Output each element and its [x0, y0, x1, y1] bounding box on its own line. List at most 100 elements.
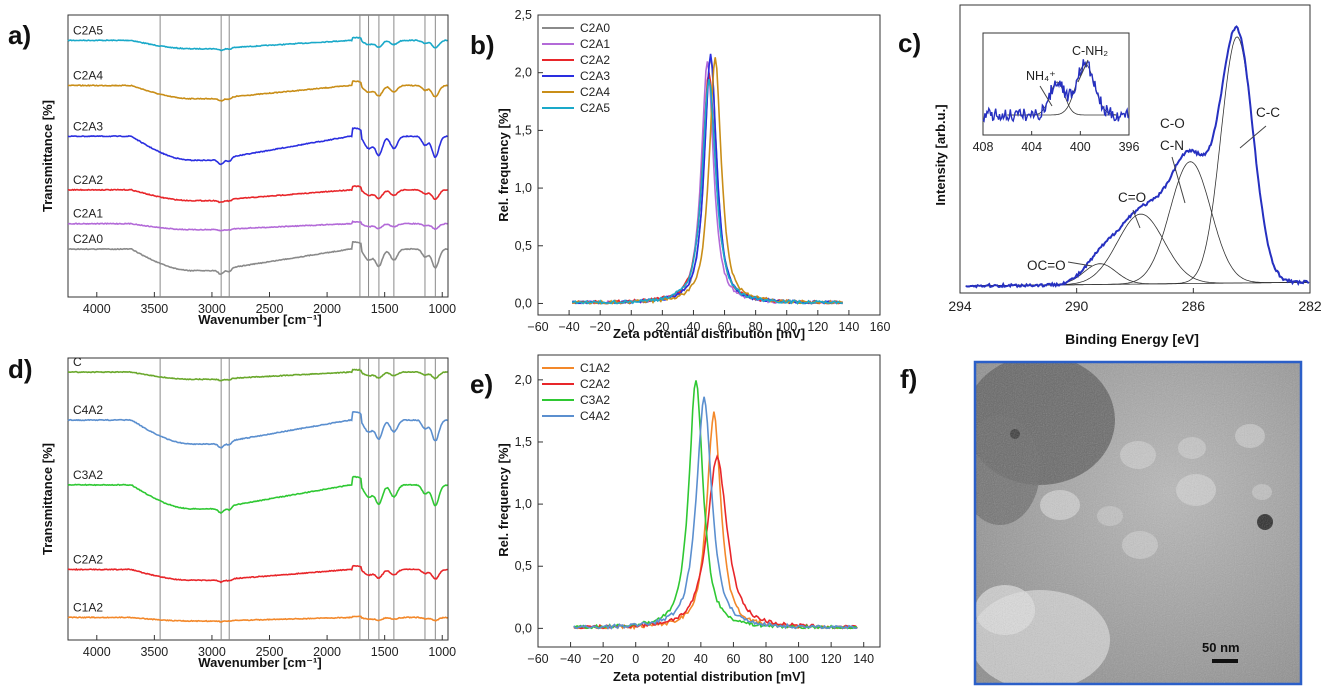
panel-d-x-axis-title: Wavenumber [cm⁻¹] — [198, 655, 321, 670]
panel-c-x-axis-title: Binding Energy [eV] — [1065, 331, 1199, 347]
legend-label-c1a2: C1A2 — [580, 361, 610, 375]
x-tick-label: 0 — [632, 652, 639, 666]
panel-e-legend: C1A2 C2A2 C3A2 C4A2 — [542, 361, 610, 423]
panel-b-y-axis-title: Rel. frequency [%] — [496, 108, 511, 221]
panel-d-series — [67, 368, 448, 623]
scale-bar-label: 50 nm — [1202, 640, 1240, 655]
fit-component — [965, 161, 1309, 287]
panel-b: −60 −40 −20 0 20 40 60 80 100 120 140 160 0,0 0,5 1,0… — [496, 8, 890, 341]
fit-component — [965, 213, 1309, 287]
series-line-c3a2 — [67, 475, 448, 515]
x-tick-label: 2000 — [313, 302, 341, 316]
x-tick-label: 1000 — [428, 645, 456, 659]
panel-c-y-axis-title: Intensity [arb.u.] — [933, 104, 948, 205]
panel-d: C C4A2 C3A2 C2A2 C1A2 4000 3500 3000 2500 2000 15… — [40, 355, 456, 670]
arrow-c-c — [1239, 125, 1267, 149]
panel-letter-d: d) — [8, 354, 33, 384]
panel-e-x-axis-title: Zeta potential distribution [mV] — [613, 669, 805, 684]
panel-c: 294 290 286 282 C-C C-O C-N C=O OC=O Bindin… — [933, 4, 1322, 347]
y-tick-label: 0,5 — [515, 239, 532, 253]
panel-d-frame — [67, 357, 449, 641]
inset-x-tick-label: 408 — [973, 140, 994, 154]
series-label-c2a3: C2A3 — [73, 119, 103, 133]
legend-label-c2a3: C2A3 — [580, 69, 610, 83]
series-label-c4a2: C4A2 — [73, 403, 103, 417]
arrow-c-double-o — [1132, 209, 1141, 229]
x-tick-label: 3000 — [198, 302, 226, 316]
anno-c-n: C-N — [1160, 138, 1184, 153]
series-line-c2a5 — [572, 78, 843, 305]
x-tick-label: −40 — [558, 320, 579, 334]
panel-b-x-ticks: −60 −40 −20 0 20 40 60 80 100 120 140 160 — [527, 310, 890, 334]
x-tick-label: 1000 — [428, 302, 456, 316]
tem-border — [973, 360, 1303, 686]
x-tick-label: 290 — [1065, 298, 1089, 314]
legend-label-c2a2: C2A2 — [580, 53, 610, 67]
panel-d-y-axis-title: Transmittance [%] — [40, 443, 55, 555]
xps-spectrum-line — [965, 25, 1310, 289]
legend-label-c2a4: C2A4 — [580, 85, 610, 99]
series-label-c2a1: C2A1 — [73, 207, 103, 221]
panel-e-frame — [537, 354, 881, 648]
x-tick-label: 160 — [870, 320, 891, 334]
panel-letter-c: c) — [898, 28, 921, 58]
x-tick-label: 40 — [687, 320, 701, 334]
series-label-c2a4: C2A4 — [73, 69, 103, 83]
series-label-c2a2: C2A2 — [73, 173, 103, 187]
series-label-c2a5: C2A5 — [73, 23, 103, 37]
panel-b-y-ticks: 0,0 0,5 1,0 1,5 2,0 2,5 — [515, 8, 543, 310]
inset-anno-nh4: NH₄⁺ — [1026, 69, 1056, 83]
x-tick-label: 140 — [853, 652, 874, 666]
anno-c-double-o: C=O — [1118, 190, 1146, 205]
y-tick-label: 0,5 — [515, 559, 532, 573]
inset-x-tick-label: 404 — [1021, 140, 1042, 154]
panel-b-legend: C2A0 C2A1 C2A2 C2A3 C2A4 C2A5 — [542, 21, 610, 115]
legend-label-c2a1: C2A1 — [580, 37, 610, 51]
x-tick-label: 100 — [776, 320, 797, 334]
series-line-c2a2 — [67, 564, 448, 584]
panel-letter-b: b) — [470, 30, 495, 60]
x-tick-label: −20 — [590, 320, 611, 334]
x-tick-label: 80 — [759, 652, 773, 666]
panel-a-reference-lines — [159, 15, 436, 297]
x-tick-label: −60 — [527, 652, 548, 666]
inset-arrow-cnh2 — [1077, 59, 1089, 83]
y-tick-label: 2,0 — [515, 66, 532, 80]
panel-a-y-axis-title: Transmittance [%] — [40, 100, 55, 212]
legend-label-c2a2: C2A2 — [580, 377, 610, 391]
panel-c-inset: 408 404 400 396 NH₄⁺ C-NH₂ — [973, 32, 1140, 154]
x-tick-label: 80 — [749, 320, 763, 334]
series-label-c: C — [73, 355, 82, 369]
panel-b-series — [571, 53, 844, 305]
y-tick-label: 1,0 — [515, 181, 532, 195]
x-tick-label: 60 — [718, 320, 732, 334]
y-tick-label: 0,0 — [515, 296, 532, 310]
inset-x-tick-label: 396 — [1119, 140, 1140, 154]
series-line-c2a4 — [67, 80, 448, 102]
legend-label-c2a5: C2A5 — [580, 101, 610, 115]
inset-anno-cnh2: C-NH₂ — [1072, 44, 1108, 58]
panel-a: C2A5 C2A4 C2A3 C2A2 C2A1 C2A0 4000 3500 3000 250… — [40, 14, 456, 327]
series-line-c1a2 — [67, 615, 448, 623]
series-label-c2a0: C2A0 — [73, 232, 103, 246]
x-tick-label: 3500 — [140, 302, 168, 316]
panel-a-frame — [67, 14, 449, 298]
panel-a-x-ticks: 4000 3500 3000 2500 2000 1500 1000 — [83, 292, 456, 316]
x-tick-label: 100 — [788, 652, 809, 666]
inset-spectrum — [982, 59, 1130, 123]
y-tick-label: 1,0 — [515, 497, 532, 511]
panel-d-series-labels: C C4A2 C3A2 C2A2 C1A2 — [73, 355, 103, 614]
series-line-c2a3 — [68, 127, 448, 166]
arrow-oc-double-o — [1067, 261, 1093, 267]
series-label-c2a2: C2A2 — [73, 553, 103, 567]
series-line-c4a2 — [67, 410, 448, 449]
panel-d-x-ticks: 4000 3500 3000 2500 2000 1500 1000 — [83, 635, 456, 659]
panel-letter-a: a) — [8, 20, 31, 50]
series-line-c2a1 — [67, 220, 448, 232]
x-tick-label: 120 — [807, 320, 828, 334]
x-tick-label: 3500 — [140, 645, 168, 659]
y-tick-label: 1,5 — [515, 435, 532, 449]
panel-a-series — [67, 36, 448, 276]
panel-e-x-ticks: −60 −40 −20 0 20 40 60 80 100 120 140 — [527, 642, 874, 666]
